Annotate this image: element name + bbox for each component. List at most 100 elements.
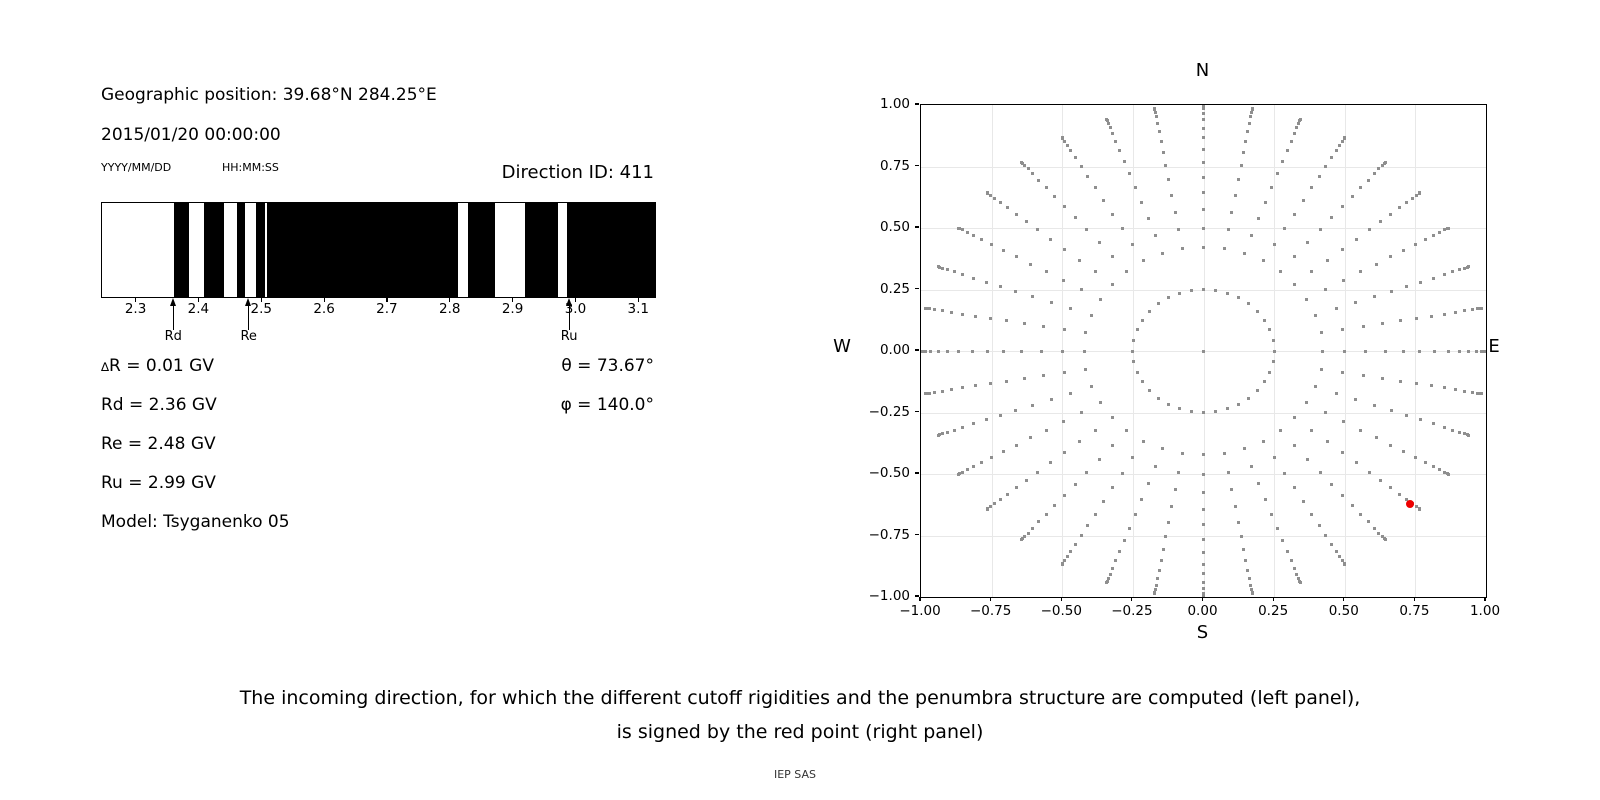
direction-dot: [933, 390, 937, 394]
direction-dot: [1202, 118, 1205, 122]
direction-dot: [961, 425, 965, 429]
direction-dot: [1155, 577, 1159, 581]
direction-dot: [1239, 163, 1243, 167]
direction-dot: [1442, 470, 1446, 474]
direction-dot: [1446, 226, 1450, 230]
direction-dot: [1350, 503, 1354, 507]
direction-dot: [1189, 410, 1193, 414]
direction-dot: [1060, 136, 1064, 140]
direction-dot: [1330, 156, 1334, 160]
direction-dot: [1202, 580, 1205, 584]
penumbra-x-tick: [323, 298, 325, 302]
direction-dot: [998, 285, 1002, 289]
direction-dot: [1077, 258, 1081, 262]
direction-dot: [957, 472, 961, 476]
direction-dot: [1161, 547, 1165, 551]
penumbra-x-tick-label: 2.8: [439, 301, 461, 317]
direction-dot: [1270, 512, 1274, 516]
cutoff-arrow-head: [245, 298, 252, 306]
direction-dot: [988, 505, 992, 509]
direction-dot: [1122, 538, 1126, 542]
direction-dot: [1044, 428, 1048, 432]
direction-dot: [965, 230, 969, 234]
direction-x-tick: [1201, 597, 1204, 601]
direction-dot: [1118, 149, 1122, 153]
direction-dot: [1061, 278, 1065, 282]
direction-x-tick-label: 0.25: [1258, 603, 1289, 619]
direction-dot: [961, 386, 965, 390]
direction-dot: [1111, 212, 1115, 216]
direction-dot: [1415, 505, 1419, 509]
direction-dot: [957, 226, 961, 230]
direction-dot: [1173, 210, 1177, 214]
direction-dot: [1202, 572, 1205, 576]
compass-west-label: W: [833, 336, 851, 357]
direction-dot: [928, 391, 932, 395]
direction-dot: [1014, 255, 1018, 259]
direction-dot: [1305, 401, 1309, 405]
direction-dot: [1431, 465, 1435, 469]
direction-dot: [1446, 472, 1450, 476]
direction-dot: [1156, 302, 1160, 306]
direction-dot: [1359, 270, 1363, 274]
direction-dot: [1246, 569, 1250, 573]
direction-dot: [1334, 391, 1338, 395]
direction-dot: [1230, 488, 1234, 492]
rd-value: Rd = 2.36 GV: [101, 395, 217, 415]
direction-dot: [1484, 349, 1486, 353]
direction-dot: [1105, 580, 1109, 584]
direction-dot: [1069, 549, 1073, 553]
direction-y-tick-label: 0.75: [879, 157, 910, 174]
direction-dot: [1122, 160, 1126, 164]
direction-dot: [1108, 572, 1112, 576]
cutoff-marker-label: Re: [240, 329, 257, 344]
direction-dot: [1069, 149, 1073, 153]
direction-dot: [1073, 156, 1077, 160]
direction-dot: [1248, 121, 1252, 125]
direction-dot: [1108, 126, 1112, 130]
direction-dot: [1292, 566, 1296, 570]
direction-dot: [1106, 577, 1110, 581]
direction-dot: [957, 349, 961, 353]
direction-dot: [1023, 535, 1027, 539]
direction-dot: [1268, 370, 1272, 374]
direction-dot: [1379, 219, 1383, 223]
direction-dot: [1152, 107, 1156, 111]
direction-dot: [1062, 139, 1066, 143]
direction-dot: [1355, 461, 1359, 465]
direction-dot: [1298, 580, 1302, 584]
direction-dot: [1202, 136, 1205, 140]
direction-dot: [1454, 310, 1458, 314]
direction-dot: [1419, 418, 1423, 422]
direction-dot: [1480, 392, 1484, 396]
direction-dot: [1306, 241, 1310, 245]
direction-dot: [1419, 280, 1423, 284]
direction-dot: [1166, 402, 1170, 406]
direction-dot: [1271, 360, 1275, 364]
direction-dot: [1475, 391, 1479, 395]
direction-dot: [1324, 411, 1328, 414]
direction-dot: [1250, 110, 1254, 114]
direction-dot: [1372, 526, 1376, 530]
direction-dot: [972, 233, 976, 237]
direction-dot: [1079, 534, 1083, 537]
direction-y-tick: [915, 410, 919, 413]
direction-dot: [988, 316, 992, 320]
direction-y-tick-label: −0.75: [868, 526, 910, 543]
direction-dot: [1065, 143, 1069, 147]
direction-dot: [1023, 322, 1027, 326]
direction-dot: [1237, 402, 1241, 406]
direction-dot: [1334, 549, 1338, 553]
direction-dot: [1157, 129, 1161, 133]
direction-dot: [1248, 577, 1252, 581]
penumbra-x-tick: [637, 298, 639, 302]
direction-dot: [1480, 306, 1484, 310]
direction-dot: [1049, 301, 1053, 305]
direction-dot: [1401, 349, 1405, 353]
caption-line1: The incoming direction, for which the di…: [239, 687, 1361, 709]
date-format-hint: YYYY/MM/DD: [101, 161, 172, 174]
direction-dot: [1153, 110, 1157, 114]
direction-dot: [988, 193, 992, 197]
direction-dot: [1142, 259, 1146, 263]
direction-dot: [1326, 258, 1330, 262]
